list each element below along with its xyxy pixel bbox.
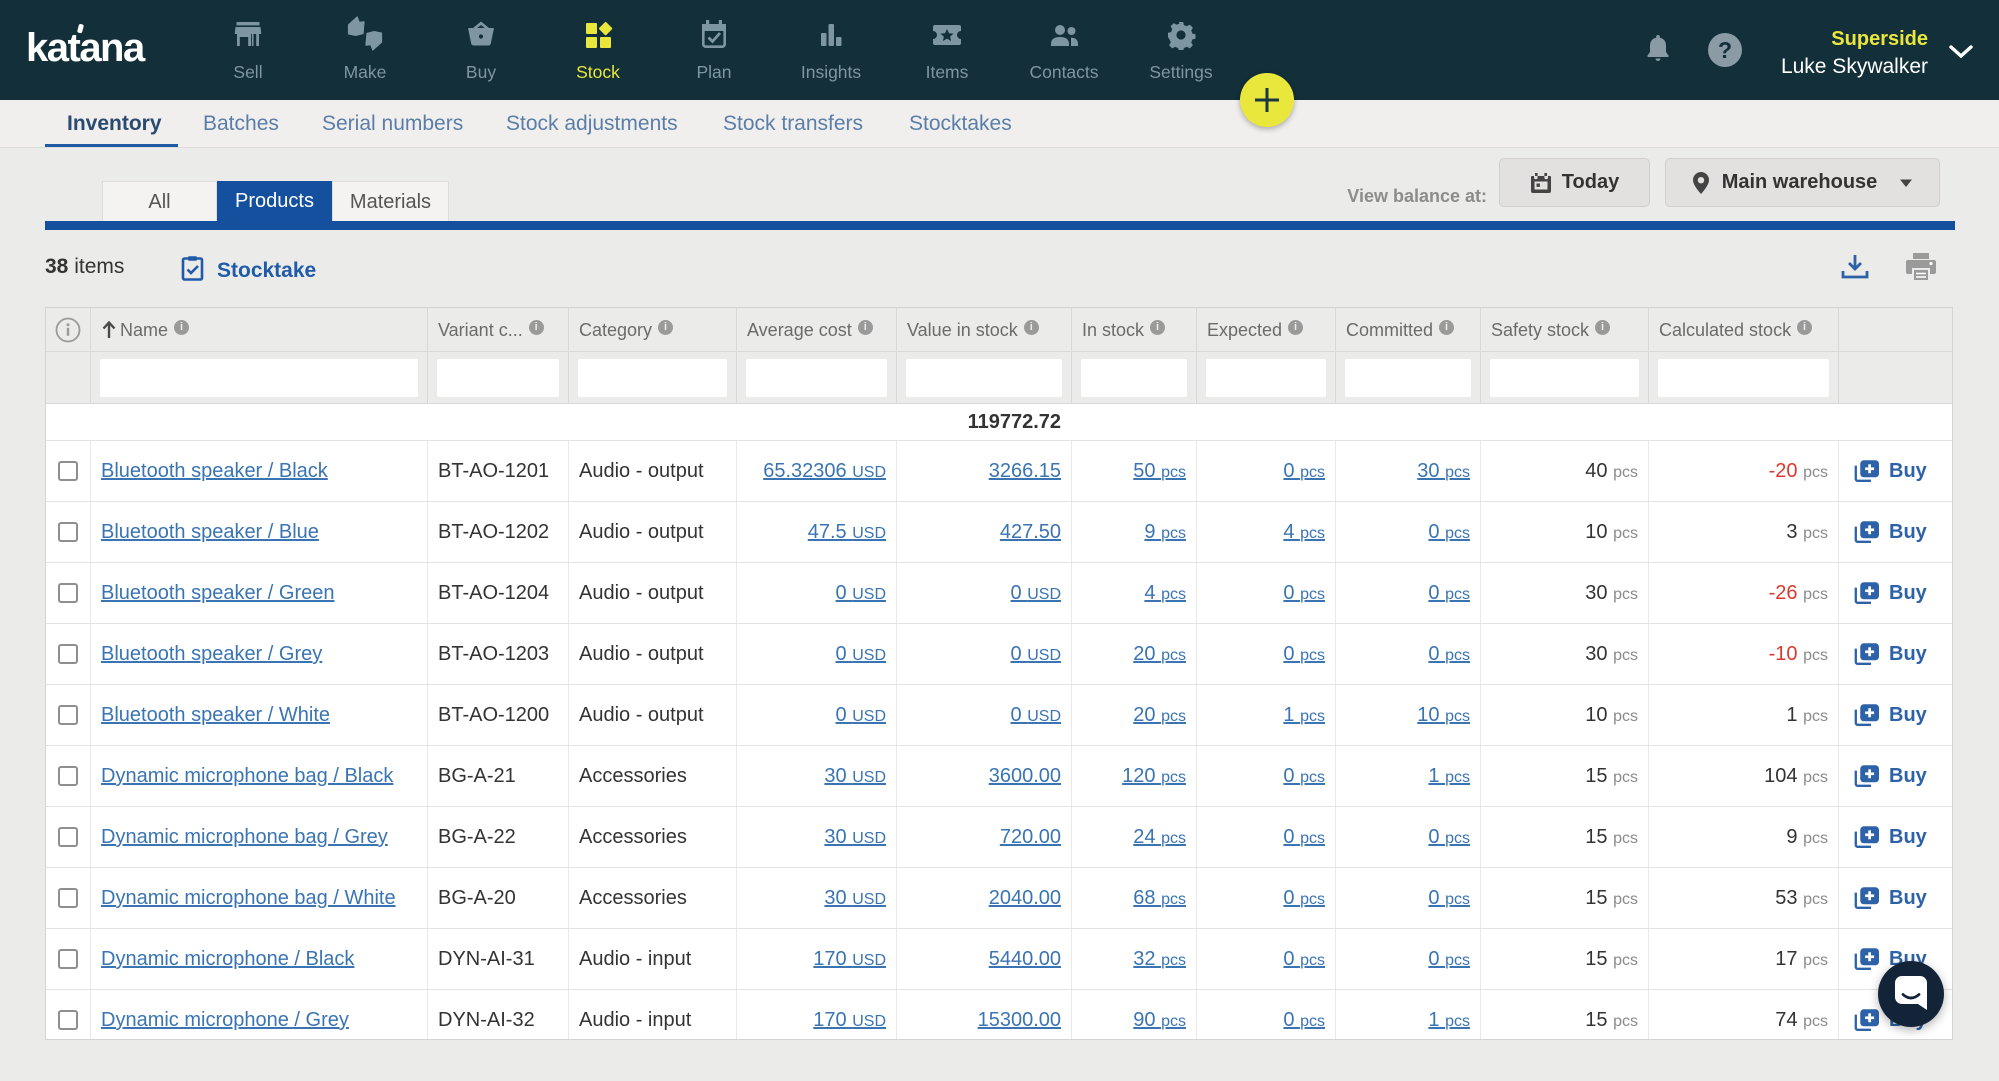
svg-text:?: ? xyxy=(1718,37,1732,63)
